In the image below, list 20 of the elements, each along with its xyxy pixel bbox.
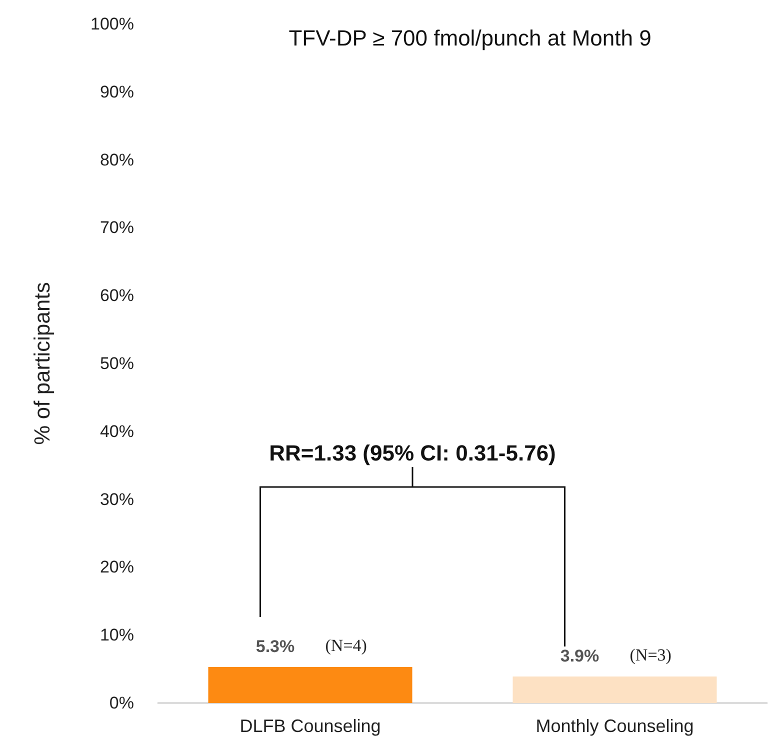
- x-tick-label: DLFB Counseling: [240, 716, 381, 736]
- y-tick-label: 0%: [109, 694, 134, 712]
- data-label: 5.3%: [256, 637, 295, 656]
- data-label: 3.9%: [560, 646, 600, 666]
- annotation: RR=1.33 (95% CI: 0.31-5.76): [269, 440, 556, 466]
- annotation: (N=3): [630, 646, 672, 665]
- y-tick-label: 40%: [100, 422, 134, 441]
- chart-title: TFV-DP ≥ 700 fmol/punch at Month 9: [288, 26, 652, 50]
- y-tick-label: 20%: [100, 558, 134, 577]
- y-tick-label: 10%: [100, 626, 134, 645]
- y-tick-label: 100%: [90, 14, 134, 34]
- y-tick-label: 90%: [100, 82, 134, 102]
- x-tick-label: Monthly Counseling: [536, 716, 694, 736]
- y-tick-label: 30%: [100, 490, 134, 509]
- annotation: (N=4): [325, 636, 367, 656]
- y-tick-label: 60%: [100, 286, 134, 306]
- y-tick-label: 70%: [100, 218, 134, 238]
- y-axis-title: % of participants: [30, 282, 54, 445]
- y-tick-label: 80%: [100, 150, 134, 170]
- y-tick-label: 50%: [100, 354, 134, 373]
